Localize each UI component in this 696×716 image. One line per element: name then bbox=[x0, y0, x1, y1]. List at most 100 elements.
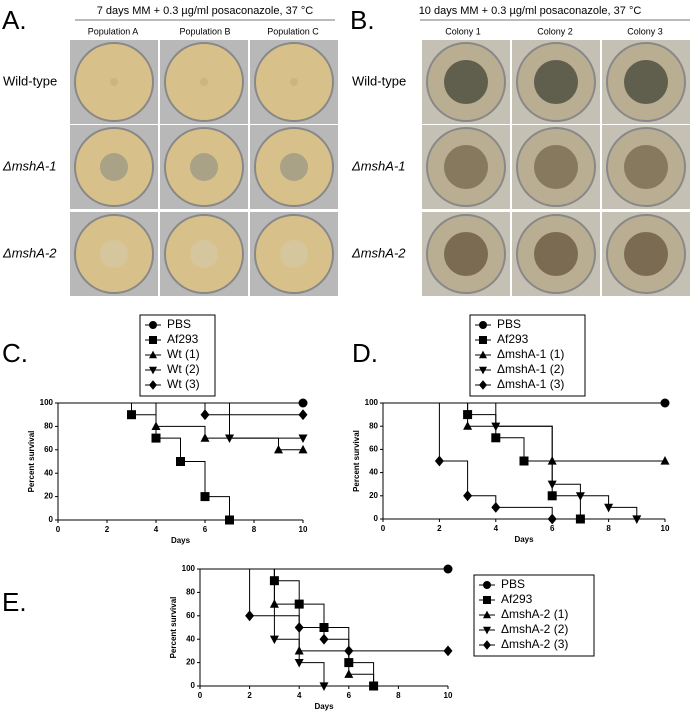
row-label: Wild-type bbox=[352, 73, 406, 88]
y-tick-label: 100 bbox=[365, 398, 379, 407]
data-point bbox=[443, 564, 453, 574]
data-point bbox=[269, 635, 279, 645]
colony bbox=[534, 232, 578, 276]
survival-curve bbox=[58, 402, 230, 520]
legend-marker bbox=[479, 380, 487, 390]
legend-marker bbox=[483, 640, 491, 650]
column-label: Population C bbox=[267, 26, 319, 36]
x-tick-label: 2 bbox=[105, 525, 110, 534]
row-label: ΔmshA-1 bbox=[351, 158, 406, 173]
legend-marker bbox=[149, 366, 157, 375]
legend-marker bbox=[149, 350, 157, 359]
colony bbox=[190, 153, 218, 181]
y-tick-label: 20 bbox=[369, 491, 378, 500]
survival-curve bbox=[58, 402, 303, 439]
legend-label: Wt (3) bbox=[167, 377, 200, 391]
y-tick-label: 60 bbox=[186, 611, 195, 620]
column-label: Colony 1 bbox=[445, 26, 481, 36]
legend-label: ΔmshA-1 (2) bbox=[497, 362, 564, 376]
legend-marker bbox=[479, 336, 487, 344]
data-point bbox=[519, 456, 529, 466]
data-point bbox=[176, 457, 185, 466]
colony bbox=[100, 240, 128, 268]
survival-curve bbox=[200, 568, 448, 652]
colony bbox=[534, 145, 578, 189]
data-point bbox=[225, 434, 234, 444]
panel-title: 7 days MM + 0.3 µg/ml posaconazole, 37 °… bbox=[97, 5, 314, 17]
x-tick-label: 0 bbox=[198, 691, 203, 700]
colony bbox=[190, 240, 218, 268]
data-point bbox=[200, 409, 210, 421]
data-point bbox=[319, 633, 329, 645]
data-point bbox=[344, 645, 354, 657]
x-tick-label: 2 bbox=[437, 524, 442, 533]
x-tick-label: 6 bbox=[550, 524, 555, 533]
data-point bbox=[632, 515, 642, 524]
y-axis-title: Percent survival bbox=[352, 430, 361, 492]
x-tick-label: 10 bbox=[661, 524, 670, 533]
data-point bbox=[298, 409, 308, 421]
y-tick-label: 60 bbox=[369, 445, 378, 454]
row-label: ΔmshA-1 bbox=[2, 158, 57, 173]
legend-label: PBS bbox=[497, 317, 521, 331]
colony bbox=[624, 60, 668, 104]
column-label: Colony 3 bbox=[627, 26, 663, 36]
y-tick-label: 40 bbox=[186, 634, 195, 643]
panel-label: A. bbox=[2, 5, 27, 35]
data-point bbox=[491, 433, 501, 443]
colony bbox=[444, 232, 488, 276]
colony bbox=[280, 240, 308, 268]
data-point bbox=[575, 492, 585, 501]
data-point bbox=[200, 492, 210, 502]
legend-marker bbox=[149, 380, 157, 390]
y-axis-title: Percent survival bbox=[169, 597, 178, 659]
y-tick-label: 20 bbox=[44, 492, 53, 501]
y-axis-title: Percent survival bbox=[27, 431, 36, 493]
legend-marker bbox=[483, 626, 491, 635]
legend-marker bbox=[479, 350, 487, 359]
legend-marker bbox=[483, 596, 491, 604]
survival-curve bbox=[383, 402, 638, 519]
x-tick-label: 4 bbox=[494, 524, 499, 533]
legend-label: Wt (1) bbox=[167, 347, 200, 361]
legend-marker bbox=[149, 321, 157, 329]
legend-marker bbox=[483, 581, 491, 589]
row-label: ΔmshA-2 bbox=[2, 245, 57, 260]
colony bbox=[444, 145, 488, 189]
data-point bbox=[298, 434, 308, 444]
data-point bbox=[547, 491, 557, 501]
legend-label: Af293 bbox=[167, 332, 199, 346]
data-point bbox=[547, 513, 557, 525]
colony bbox=[110, 78, 118, 86]
x-axis-title: Days bbox=[314, 702, 334, 711]
y-tick-label: 80 bbox=[369, 421, 378, 430]
legend-marker bbox=[479, 366, 487, 375]
data-point bbox=[660, 398, 670, 408]
data-point bbox=[491, 422, 501, 432]
column-label: Population A bbox=[88, 26, 139, 36]
x-tick-label: 8 bbox=[252, 525, 257, 534]
x-axis-title: Days bbox=[514, 535, 534, 544]
y-tick-label: 100 bbox=[182, 564, 196, 573]
data-point bbox=[151, 421, 161, 430]
x-tick-label: 2 bbox=[247, 691, 252, 700]
data-point bbox=[369, 681, 379, 690]
colony bbox=[200, 78, 208, 86]
x-tick-label: 8 bbox=[606, 524, 611, 533]
data-point bbox=[294, 659, 304, 668]
y-tick-label: 40 bbox=[44, 468, 53, 477]
y-tick-label: 0 bbox=[191, 681, 196, 690]
legend-label: ΔmshA-1 (1) bbox=[497, 347, 564, 361]
legend-label: ΔmshA-1 (3) bbox=[497, 377, 564, 391]
column-label: Colony 2 bbox=[537, 26, 573, 36]
x-tick-label: 6 bbox=[347, 691, 352, 700]
y-tick-label: 60 bbox=[44, 445, 53, 454]
data-point bbox=[575, 514, 585, 524]
panel-label: D. bbox=[352, 338, 378, 368]
y-tick-label: 0 bbox=[374, 514, 379, 523]
data-point bbox=[463, 421, 473, 430]
panel-title: 10 days MM + 0.3 µg/ml posaconazole, 37 … bbox=[419, 5, 642, 17]
survival-curve bbox=[200, 568, 375, 686]
data-point bbox=[319, 682, 329, 691]
